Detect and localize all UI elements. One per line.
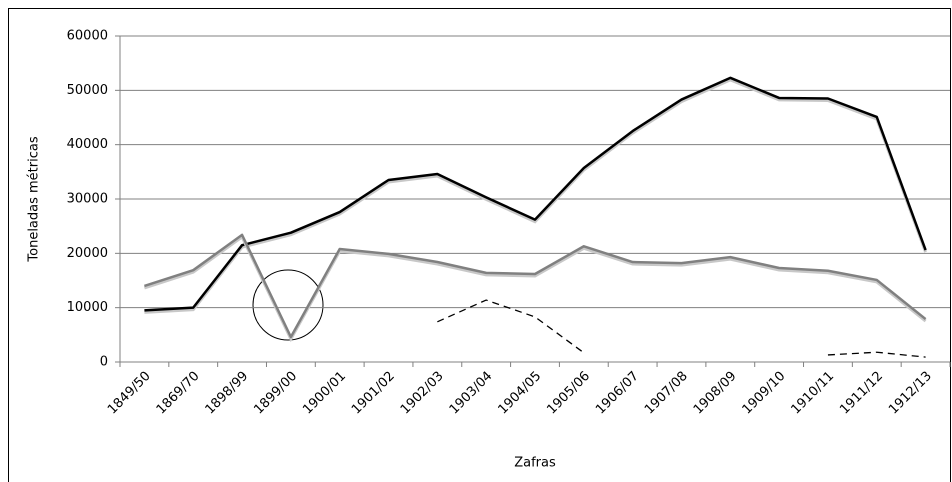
y-tick-label: 0 [100, 355, 108, 370]
x-tick-label: 1912/13 [886, 369, 935, 418]
x-tick-label: 1849/50 [105, 369, 154, 418]
x-tick-label: 1904/05 [496, 369, 545, 418]
chart-frame [8, 8, 951, 482]
x-tick-label: 1899/00 [251, 369, 300, 418]
line-shadow [144, 78, 927, 314]
x-tick-label: 1900/01 [300, 369, 349, 418]
x-tick-label: 1907/08 [642, 369, 691, 418]
y-tick-label: 60000 [67, 29, 108, 44]
annotation-circle [252, 269, 324, 341]
x-tick-label: 1902/03 [398, 369, 447, 418]
x-tick-label: 1898/99 [203, 369, 252, 418]
y-tick-label: 10000 [67, 300, 108, 315]
y-tick-label: 20000 [67, 246, 108, 261]
x-tick-label: 1908/09 [691, 369, 740, 418]
x-tick-label: 1911/12 [837, 369, 886, 418]
y-tick-label: 40000 [67, 137, 108, 152]
line [437, 299, 926, 358]
y-tick-label: 30000 [67, 192, 108, 207]
y-tick-label: 50000 [67, 83, 108, 98]
x-axis-label: Zafras [514, 456, 556, 471]
y-axis-label: Toneladas métricas [27, 136, 42, 262]
x-tick-label: 1910/11 [788, 369, 837, 418]
x-tick-label: 1901/02 [349, 369, 398, 418]
line [144, 233, 927, 339]
line [144, 76, 927, 312]
x-tick-label: 1909/10 [740, 369, 789, 418]
line-shadow [143, 234, 927, 343]
x-tick-label: 1905/06 [544, 369, 593, 418]
x-tick-label: 1869/70 [154, 369, 203, 418]
x-tick-label: 1903/04 [447, 369, 496, 418]
x-tick-label: 1906/07 [593, 369, 642, 418]
